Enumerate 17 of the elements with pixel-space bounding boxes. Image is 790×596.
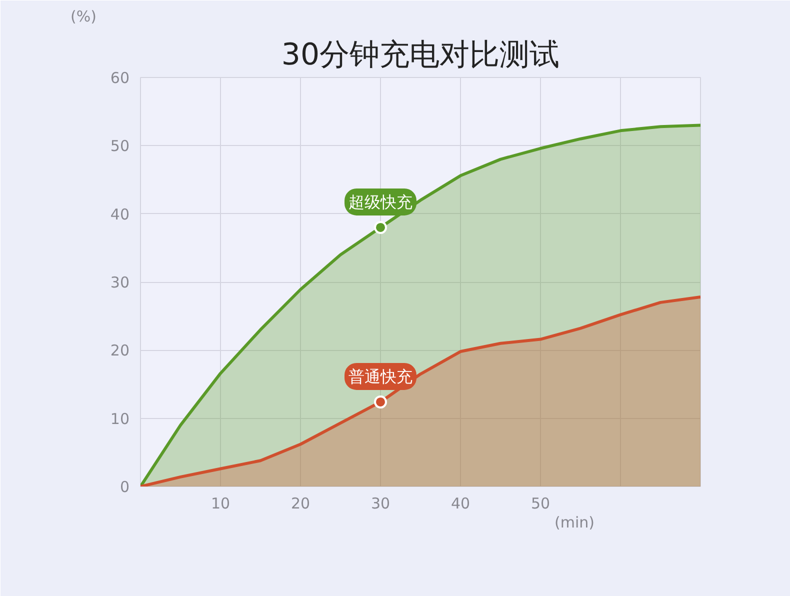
y-axis-title: (%)	[70, 8, 96, 26]
annotation: 普通快充	[348, 366, 412, 386]
x-tick-label: 40	[450, 494, 470, 512]
y-tick-label: 40	[110, 205, 130, 224]
y-tick-label: 10	[110, 410, 130, 428]
x-tick-label: 30	[370, 494, 390, 512]
x-tick-label: 20	[290, 494, 310, 512]
y-tick-label: 50	[110, 137, 130, 156]
x-axis-title: (min)	[554, 514, 594, 532]
chart-title: 30分钟充电对比测试	[281, 38, 560, 72]
y-tick-label: 20	[110, 342, 130, 360]
y-tick-label: 30	[110, 274, 130, 292]
y-tick-label: 0	[120, 478, 130, 496]
x-tick-label: 50	[530, 494, 550, 512]
annotation: 超级快充	[348, 192, 412, 212]
x-tick-label: 10	[210, 494, 230, 512]
y-tick-label: 60	[110, 69, 130, 87]
